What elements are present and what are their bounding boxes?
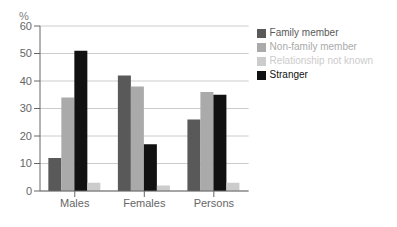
html-text:Relationship not known: Relationship not known [269,55,373,66]
svg-text:20: 20 [20,130,32,142]
svg-text:40: 40 [20,75,32,87]
svg-text:50: 50 [20,47,32,59]
html-text:Family member: Family member [269,27,339,38]
svg-text:60: 60 [19,19,32,32]
svg-text:30: 30 [20,102,32,114]
svg-text:10: 10 [20,157,32,169]
svg-text:0: 0 [26,185,32,197]
svg-text:Males: Males [60,197,90,209]
html-text:Stranger: Stranger [269,69,308,80]
html-text:Non-family member: Non-family member [269,41,357,52]
svg-text:Persons: Persons [194,197,235,209]
svg-text:Females: Females [123,197,166,209]
svg-text:%: % [19,10,29,22]
